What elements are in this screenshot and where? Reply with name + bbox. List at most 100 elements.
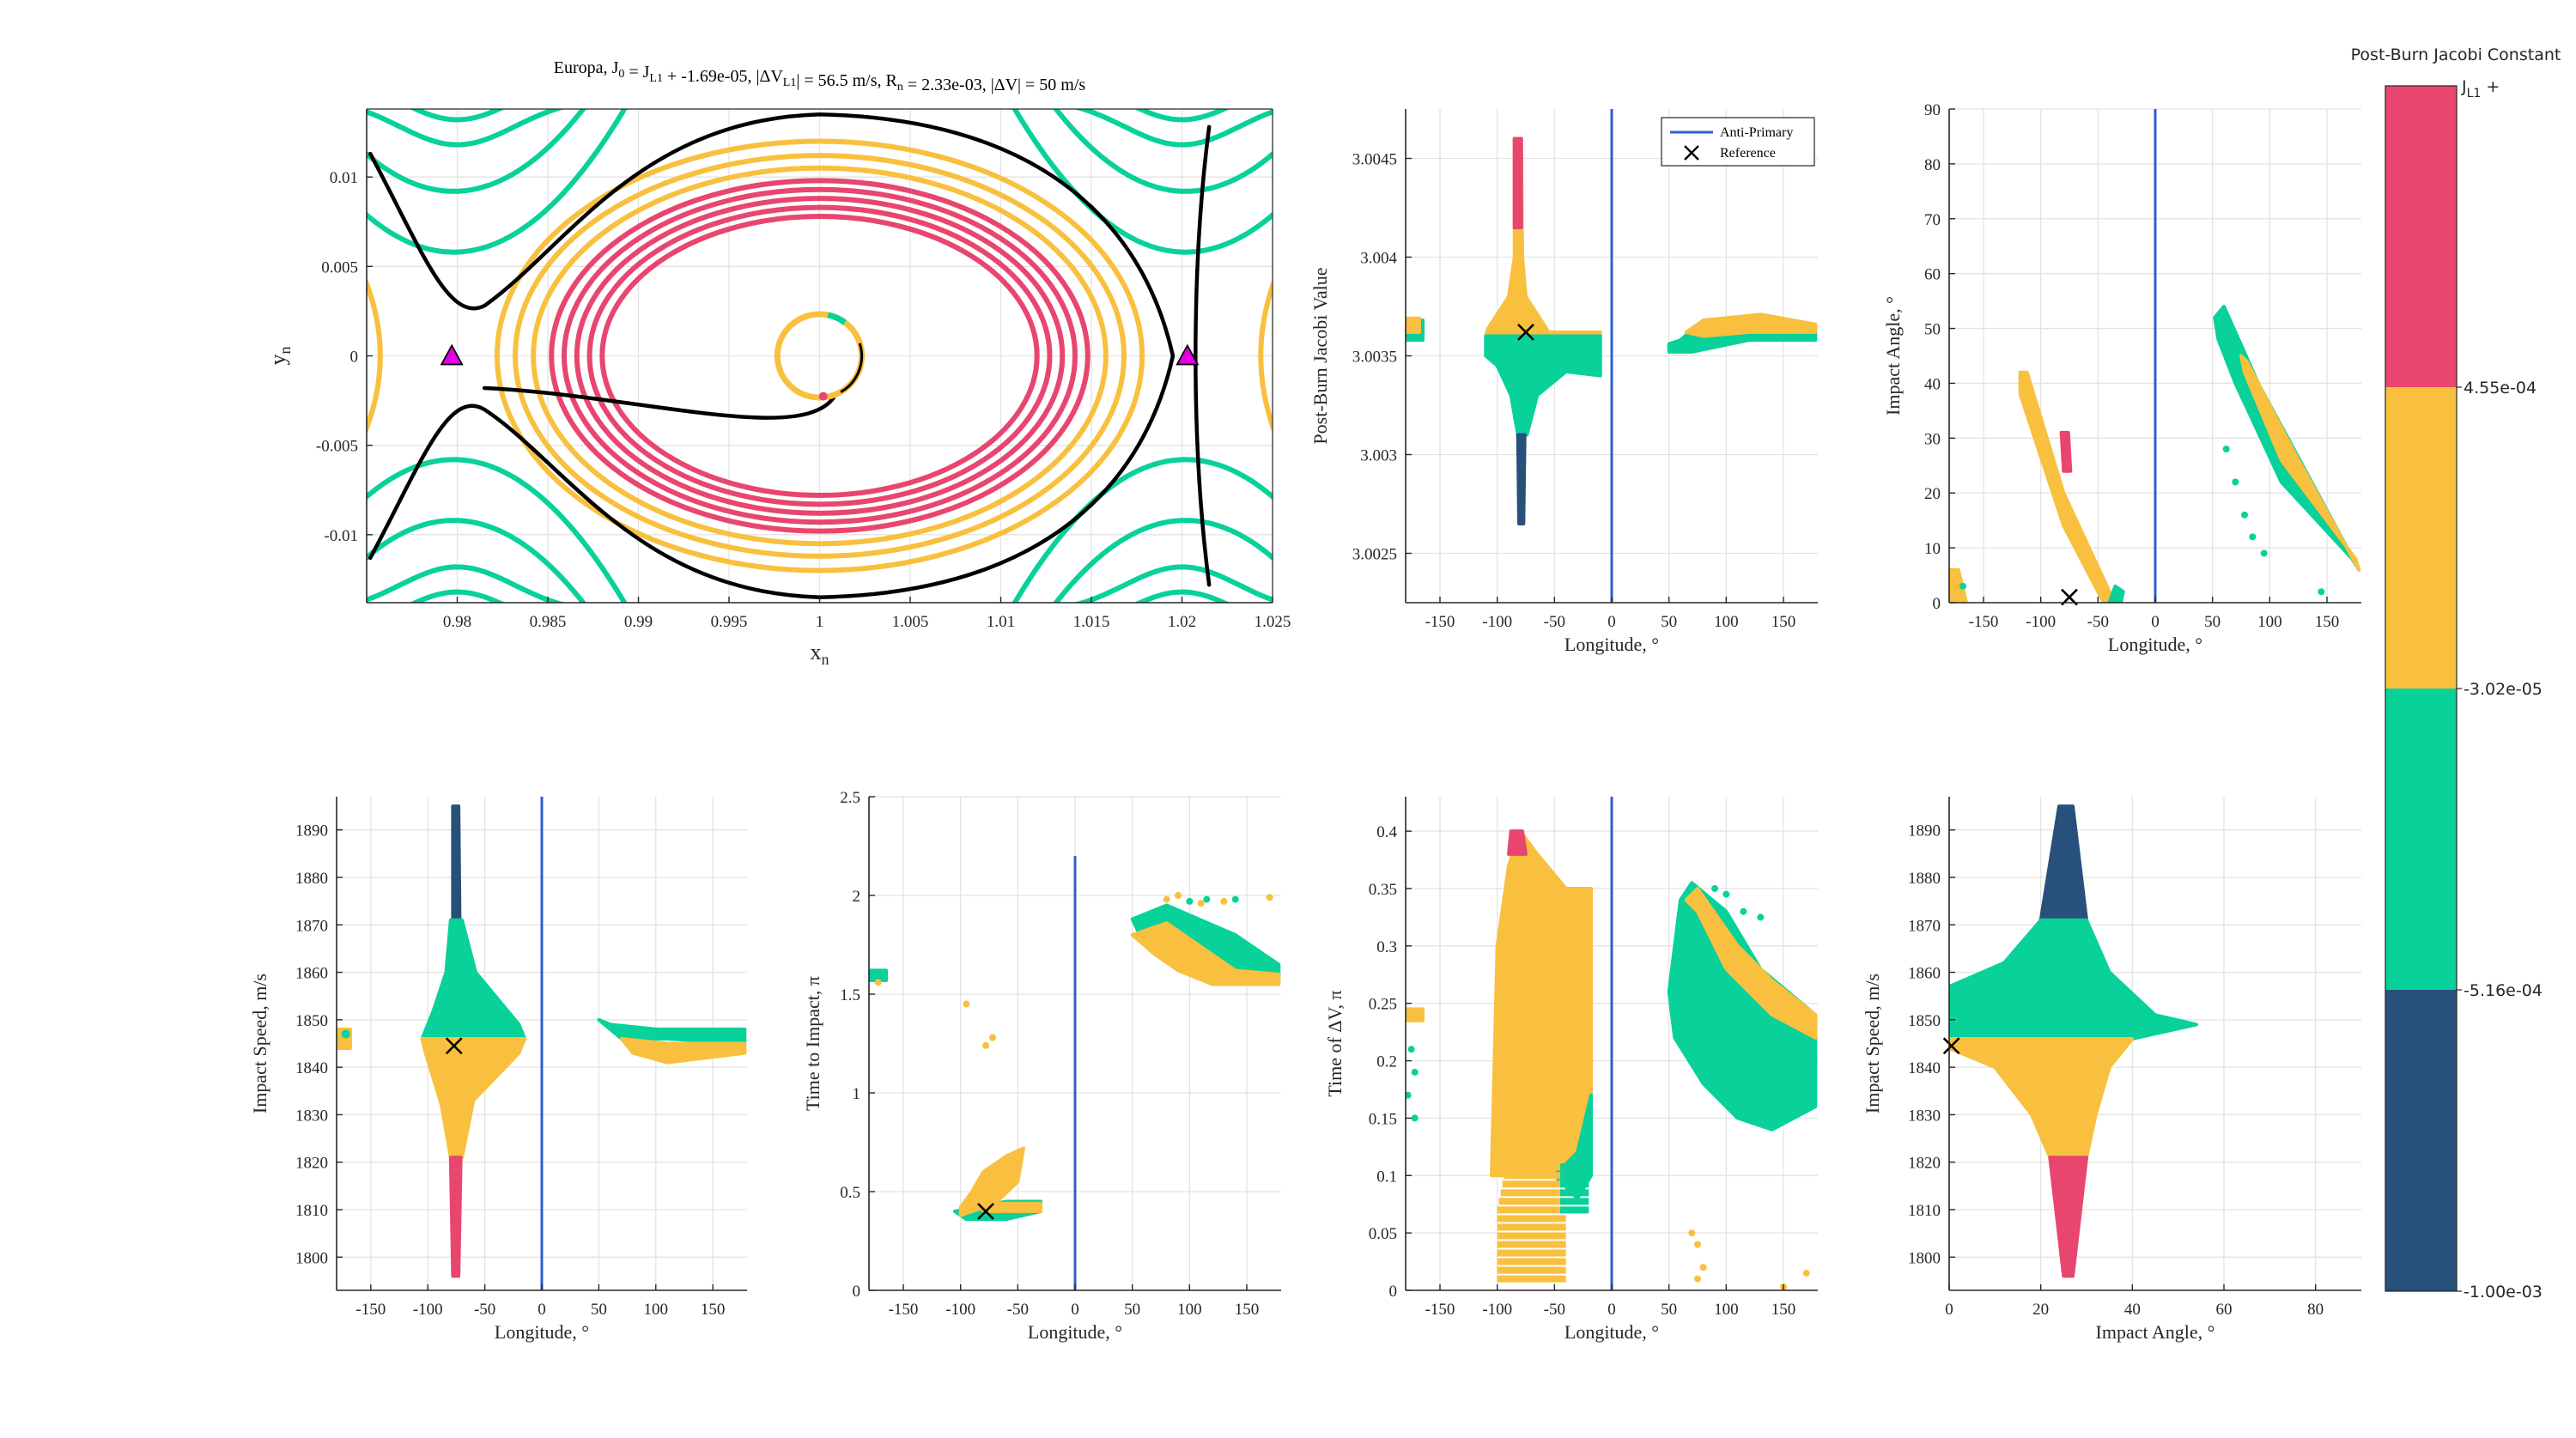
x-tick-label: 0 xyxy=(1607,613,1616,631)
scatter-point xyxy=(2232,478,2239,486)
colorbar-top-label: JL1 + xyxy=(2461,77,2500,100)
y-tick-label: -0.01 xyxy=(324,527,358,545)
x-tick-label: -150 xyxy=(1969,613,1999,631)
y-tick-label: 0.01 xyxy=(330,169,358,187)
legend: Anti-Primary Reference xyxy=(1661,117,1815,167)
colorbar-segment xyxy=(2385,990,2457,1291)
x-tick-label: -50 xyxy=(1007,1301,1029,1319)
x-tick-label: -100 xyxy=(1482,613,1512,631)
y-tick-label: 80 xyxy=(1924,156,1941,174)
scatter-point xyxy=(1197,900,1205,907)
x-tick-label: -100 xyxy=(1482,1301,1512,1319)
green-region xyxy=(2107,584,2125,603)
y-tick-label: 3.0035 xyxy=(1352,349,1397,367)
x-tick-label: 80 xyxy=(2307,1301,2324,1319)
scatter-point xyxy=(1163,895,1170,903)
y-tick-label: 0.1 xyxy=(1376,1168,1397,1186)
red-contour xyxy=(599,214,1040,498)
red-contour xyxy=(586,204,1053,507)
green-contour xyxy=(1012,457,1273,603)
y-tick-label: 70 xyxy=(1924,211,1941,229)
x-tick-label: 150 xyxy=(1771,1301,1796,1319)
colorbar: Post-Burn Jacobi Constant JL1 + 4.55e-04 -3… xyxy=(2351,46,2561,1301)
x-tick-label: 1.01 xyxy=(987,613,1015,631)
y-tick-label: 0.2 xyxy=(1376,1053,1397,1071)
y-tick-label: -0.005 xyxy=(316,438,358,456)
scatter-point xyxy=(2260,549,2268,557)
yellow-region xyxy=(958,1146,1025,1217)
x-tick-label: -150 xyxy=(1425,613,1455,631)
plot-area xyxy=(1406,829,1818,1290)
yellow-region xyxy=(1484,137,1602,338)
navy-region xyxy=(2038,804,2088,922)
green-contour xyxy=(367,564,1273,603)
y-tick-label: 90 xyxy=(1924,101,1941,119)
x-tick-label: 0 xyxy=(2151,613,2160,631)
zero-velocity-curve xyxy=(1194,124,1212,587)
scatter-row xyxy=(1497,1266,1566,1274)
yellow-region xyxy=(1490,829,1593,1178)
yellow-region xyxy=(1406,1007,1425,1022)
impact-point xyxy=(818,391,828,401)
scatter-row xyxy=(1560,1172,1589,1180)
x-tick-label: 50 xyxy=(2204,613,2221,631)
yellow-region xyxy=(1684,312,1818,338)
green-contour xyxy=(367,109,628,255)
x-tick-label: -50 xyxy=(1544,1301,1565,1319)
x-tick-label: 0.985 xyxy=(530,613,567,631)
scatter-row xyxy=(1505,1163,1566,1171)
green-region xyxy=(1949,918,2198,1041)
x-tick-label: -50 xyxy=(1544,613,1565,631)
x-axis-label: Longitude, ° xyxy=(1564,1321,1659,1343)
y-tick-label: 60 xyxy=(1924,266,1941,284)
y-tick-label: 50 xyxy=(1924,321,1941,339)
y-tick-label: 3.003 xyxy=(1360,447,1397,465)
scatter-row xyxy=(1560,1198,1589,1205)
x-axis-label: Longitude, ° xyxy=(2108,634,2202,655)
scatter-row xyxy=(1497,1241,1566,1248)
scatter-point xyxy=(1406,1091,1412,1099)
y-tick-label: 1860 xyxy=(1908,965,1941,983)
y-tick-label: 10 xyxy=(1924,540,1941,558)
x-tick-label: 150 xyxy=(1771,613,1796,631)
y-tick-label: 1820 xyxy=(1908,1155,1941,1173)
scatter-point xyxy=(2249,533,2257,541)
y-axis-label: Post-Burn Jacobi Value xyxy=(1309,267,1331,444)
panel-speed-vs-angle: 0 20 40 60 80 1800 1810 1820 1830 1840 1850 1860 187… xyxy=(1862,797,2361,1343)
scatter-row xyxy=(1498,1198,1566,1205)
scatter-row xyxy=(1560,1180,1589,1188)
y-tick-label: 0.05 xyxy=(1369,1225,1397,1243)
y-tick-label: 0.35 xyxy=(1369,881,1397,899)
scatter-row xyxy=(1497,1249,1566,1257)
y-tick-label: 0.25 xyxy=(1369,996,1397,1014)
y-tick-label: 1840 xyxy=(295,1059,328,1077)
x-tick-label: 50 xyxy=(1661,1301,1677,1319)
scatter-row xyxy=(1504,1172,1566,1180)
x-tick-label: 150 xyxy=(2315,613,2340,631)
x-tick-label: -50 xyxy=(474,1301,495,1319)
scatter-point xyxy=(1959,582,1966,590)
green-contour xyxy=(1053,109,1273,194)
y-axis-label: Impact Speed, m/s xyxy=(1862,974,1883,1113)
scatter-point xyxy=(989,1034,996,1041)
scatter-point xyxy=(1694,1241,1701,1248)
scatter-point xyxy=(1175,892,1182,899)
scatter-row xyxy=(1560,1206,1589,1214)
green-contour xyxy=(367,109,586,194)
plot-area xyxy=(869,892,1281,1222)
green-contour xyxy=(367,457,628,603)
scatter-point xyxy=(1220,897,1228,905)
yellow-region xyxy=(1949,1037,2135,1160)
scatter-point xyxy=(1740,907,1747,915)
panel-tti-vs-longitude: -150 -100 -50 0 50 100 150 0 0.5 1 1.5 2 2.5 Longitud… xyxy=(802,789,1281,1343)
y-tick-label: 1880 xyxy=(1908,870,1941,888)
y-tick-label: 30 xyxy=(1924,430,1941,448)
x-tick-label: 0.98 xyxy=(443,613,471,631)
y-tick-label: 0.4 xyxy=(1376,823,1397,841)
green-contour xyxy=(367,109,1273,148)
x-tick-label: -100 xyxy=(945,1301,975,1319)
scatter-row xyxy=(1497,1258,1566,1265)
y-tick-label: 20 xyxy=(1924,485,1941,503)
scatter-row xyxy=(1502,1180,1566,1188)
y-tick-label: 0 xyxy=(853,1283,861,1301)
